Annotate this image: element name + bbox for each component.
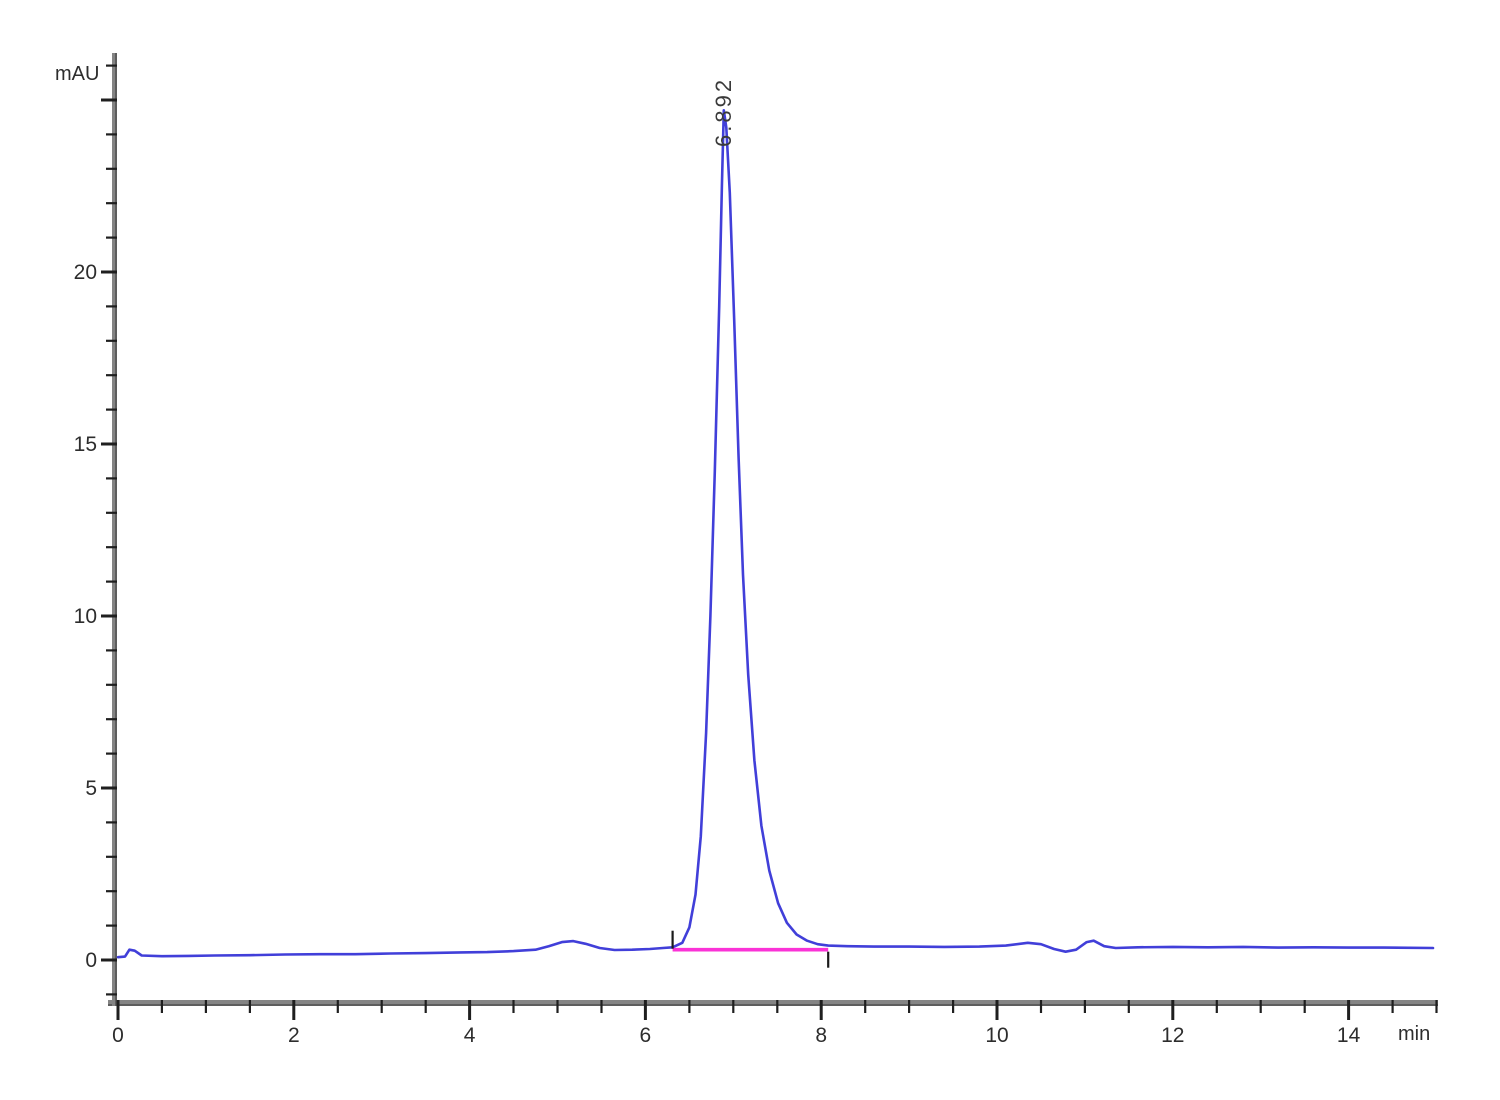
y-tick-label: 5: [85, 777, 97, 800]
x-tick-label: 2: [288, 1024, 300, 1047]
x-axis-line-shade: [108, 1004, 1438, 1006]
y-tick-label: 20: [74, 261, 97, 284]
x-tick-label: 12: [1161, 1024, 1184, 1047]
y-axis-line: [112, 53, 117, 1006]
signal-trace: [116, 109, 1435, 959]
y-axis-unit-label: mAU: [55, 63, 99, 85]
y-axis-line-shade: [115, 53, 117, 1006]
x-tick-label: 10: [985, 1024, 1008, 1047]
y-tick-label: 0: [85, 949, 97, 972]
y-tick-label: 10: [74, 605, 97, 628]
y-tick-label: 15: [74, 433, 97, 456]
x-tick-label: 14: [1337, 1024, 1361, 1047]
x-tick-label: 0: [112, 1024, 124, 1047]
peak-retention-time-label: 6.892: [711, 77, 736, 147]
x-tick-label: 6: [640, 1024, 652, 1047]
x-axis-unit-label: min: [1398, 1023, 1430, 1045]
x-axis-line: [108, 1000, 1438, 1006]
x-tick-label: 8: [815, 1024, 827, 1047]
x-tick-label: 4: [464, 1024, 476, 1047]
chart-layer: 0 5 10 15 20 0 2 4 6 8 10 12 14: [74, 53, 1438, 1047]
